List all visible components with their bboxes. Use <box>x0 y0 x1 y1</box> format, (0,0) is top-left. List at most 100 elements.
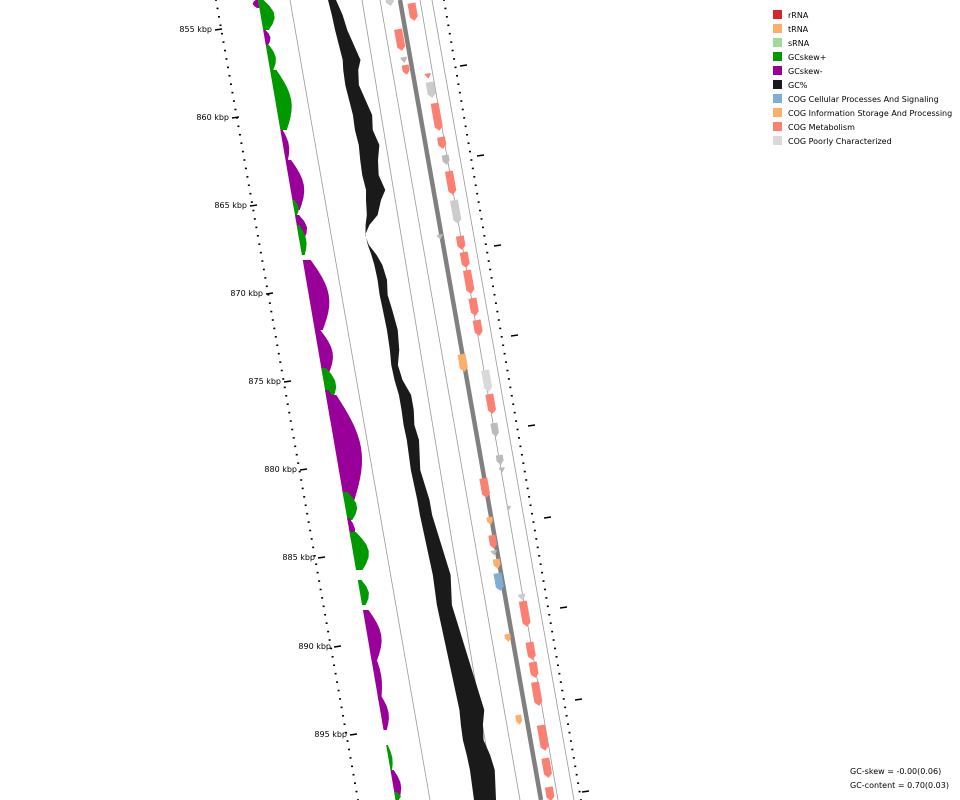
cog-poorly-characterized-gene <box>518 593 526 600</box>
cog-information-storage-gene <box>504 633 511 642</box>
kbp-tick <box>249 204 258 207</box>
cog-metabolism-gene-shape <box>485 393 496 414</box>
cog-poorly-characterized-gene <box>385 0 394 6</box>
outer-ruler-tick <box>574 698 583 701</box>
cog-poorly-characterized-gene-shape <box>425 81 436 98</box>
cog-poorly-characterized-gene <box>490 422 499 437</box>
cog-metabolism-gene <box>472 319 483 336</box>
cog-poorly-characterized-gene <box>481 369 493 392</box>
cog-poorly-characterized-gene-shape <box>506 505 512 510</box>
gc-skew-positive-block <box>321 368 337 400</box>
cog-metabolism-gene <box>544 786 555 800</box>
cog-metabolism-gene-shape <box>401 64 410 75</box>
outer-ruler-tick <box>493 244 502 247</box>
track-guide-line <box>289 0 431 800</box>
gc-skew-negative-block <box>390 770 402 800</box>
cog-metabolism-gene-shape <box>488 534 497 549</box>
gc-skew-positive-block <box>394 792 401 800</box>
cog-poorly-characterized-gene-shape <box>441 154 450 165</box>
gc-skew-positive-block <box>258 0 275 30</box>
gc-skew-positive-block <box>292 200 299 215</box>
cog-metabolism-gene <box>430 102 443 131</box>
legend-label: COG Information Storage And Processing <box>788 109 952 118</box>
kbp-tick-label: 875 kbp <box>248 377 281 386</box>
legend-label: COG Poorly Characterized <box>788 137 892 146</box>
cog-poorly-characterized-gene <box>498 467 505 473</box>
cog-metabolism-gene-shape <box>536 724 549 751</box>
cog-metabolism-gene <box>518 600 531 627</box>
legend-label: GC% <box>788 81 808 90</box>
gc-skew-negative-block <box>263 30 271 45</box>
kbp-tick <box>283 380 292 383</box>
outer-ruler-tick <box>559 606 568 609</box>
cog-metabolism-gene-shape <box>468 297 479 316</box>
kbp-tick-label: 860 kbp <box>196 113 229 122</box>
gc-skew-negative-block <box>285 160 305 210</box>
cog-metabolism-gene <box>536 724 549 751</box>
kbp-tick-label: 855 kbp <box>179 25 212 34</box>
cog-metabolism-gene-shape <box>462 269 475 294</box>
cog-metabolism-gene-shape <box>528 661 539 678</box>
gc-skew-negative-block <box>362 610 382 660</box>
kbp-tick-label: 865 kbp <box>214 201 247 210</box>
legend-swatch <box>773 80 782 89</box>
kbp-tick <box>299 468 308 471</box>
legend-swatch <box>773 52 782 61</box>
outer-ruler-tick <box>581 790 590 793</box>
kbp-tick <box>214 28 223 31</box>
cog-metabolism-gene <box>479 477 490 498</box>
outer-ruler-tick <box>459 64 468 67</box>
cog-metabolism-gene <box>528 661 539 678</box>
cog-metabolism-gene-shape <box>472 319 483 336</box>
cog-poorly-characterized-gene <box>495 454 504 465</box>
legend-label: COG Cellular Processes And Signaling <box>788 95 939 104</box>
cog-poorly-characterized-gene <box>425 81 436 98</box>
cog-information-storage-gene <box>486 516 493 525</box>
legend-swatch <box>773 24 782 33</box>
cog-metabolism-gene-shape <box>394 28 406 51</box>
outer-ruler-tick <box>510 334 519 337</box>
legend-swatch <box>773 108 782 117</box>
legend-label: GCskew+ <box>788 53 826 62</box>
cog-metabolism-gene-shape <box>544 786 555 800</box>
cog-metabolism-gene-shape <box>430 102 443 131</box>
kbp-tick <box>265 292 274 295</box>
kbp-ruler: 855 kbp 860 kbp 865 kbp 870 kbp 875 kbp 880 k… <box>179 0 590 800</box>
cog-metabolism-gene-shape <box>455 235 466 250</box>
cog-poorly-characterized-gene <box>506 505 512 510</box>
cog-poorly-characterized-gene-shape <box>495 454 504 465</box>
gc-skew-positive-block <box>357 580 369 605</box>
cog-metabolism-gene-shape <box>479 477 490 498</box>
cog-metabolism-gene-shape <box>444 170 457 195</box>
kbp-tick <box>333 645 342 648</box>
cog-information-storage-gene <box>515 714 523 725</box>
track-guide-line <box>361 0 496 800</box>
cog-poorly-characterized-gene-shape <box>449 199 462 224</box>
cog-metabolism-gene <box>437 136 447 149</box>
outer-ruler-tick <box>543 516 552 519</box>
gc-skew-negative-block <box>325 395 363 500</box>
stats-panel: GC-skew = -0.00(0.06) GC-content = 0.70(… <box>850 767 949 790</box>
cog-information-storage-gene-shape <box>486 516 493 525</box>
cog-metabolism-gene <box>407 2 418 21</box>
cog-poorly-characterized-gene-shape <box>490 422 499 437</box>
gc-skew-positive-block <box>386 745 393 770</box>
cog-metabolism-gene <box>444 170 457 195</box>
legend-label: sRNA <box>788 39 810 48</box>
gc-skew-negative-block <box>369 650 383 700</box>
kbp-tick <box>349 733 358 736</box>
legend-swatch <box>773 66 782 75</box>
cog-poorly-characterized-gene <box>436 234 443 240</box>
cog-poorly-characterized-gene <box>490 550 497 556</box>
cog-metabolism-gene-shape <box>518 600 531 627</box>
cog-metabolism-gene-shape <box>437 136 447 149</box>
gc-skew-positive-block <box>342 492 358 520</box>
cog-poorly-characterized-gene-shape <box>481 369 493 392</box>
track-guide-line <box>379 0 521 800</box>
cog-poorly-characterized-gene-shape <box>385 0 394 6</box>
cog-poorly-characterized-gene-shape <box>436 234 443 240</box>
gc-skew-stat: GC-skew = -0.00(0.06) <box>850 767 941 776</box>
cog-poorly-characterized-gene <box>441 154 450 165</box>
legend-label: tRNA <box>788 25 809 34</box>
